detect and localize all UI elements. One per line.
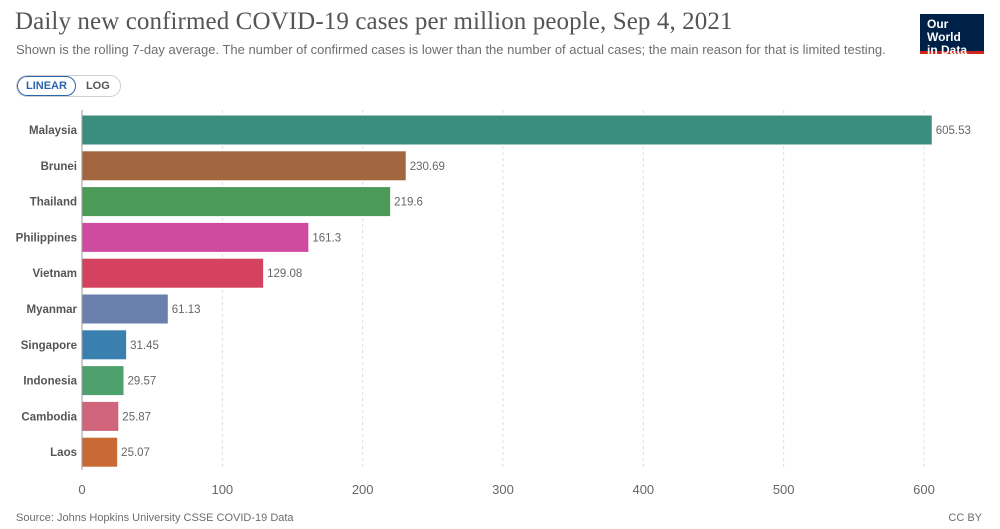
value-label: 129.08 (267, 268, 302, 280)
bar[interactable] (82, 222, 309, 252)
x-tick-label: 500 (773, 482, 795, 497)
bar[interactable] (82, 187, 391, 217)
bar[interactable] (82, 330, 127, 360)
logo-line-1: Our World (927, 17, 961, 44)
value-label: 61.13 (172, 304, 201, 316)
category-label: Cambodia (21, 411, 77, 423)
owid-logo[interactable]: Our World in Data (920, 14, 984, 57)
source-note[interactable]: Source: Johns Hopkins University CSSE CO… (16, 512, 294, 524)
x-tick-label: 300 (492, 482, 514, 497)
x-tick-label: 200 (352, 482, 374, 497)
bar[interactable] (82, 401, 119, 431)
bar[interactable] (82, 294, 168, 324)
category-label: Vietnam (32, 268, 77, 280)
value-label: 230.69 (410, 161, 445, 173)
x-axis: 0 100 200 300 400 500 600 (78, 110, 935, 497)
category-label: Philippines (16, 232, 77, 244)
scale-toggle: LINEAR LOG (16, 75, 121, 97)
bars: Malaysia 605.53 Brunei 230.69 Thailand 219.6 P… (16, 115, 971, 467)
x-tick-label: 100 (211, 482, 233, 497)
chart-title: Daily new confirmed COVID-19 cases per m… (15, 8, 733, 35)
logo-line-2: in Data (927, 43, 968, 57)
category-label: Brunei (41, 161, 77, 173)
value-label: 605.53 (936, 125, 971, 137)
value-label: 31.45 (130, 340, 159, 352)
bar[interactable] (82, 366, 124, 396)
chart-subtitle: Shown is the rolling 7-day average. The … (16, 42, 886, 57)
log-scale-button[interactable]: LOG (85, 80, 110, 92)
category-label: Indonesia (23, 376, 77, 388)
category-label: Singapore (21, 340, 77, 352)
bar[interactable] (82, 437, 118, 467)
bar[interactable] (82, 115, 932, 145)
category-label: Malaysia (29, 125, 78, 137)
category-label: Myanmar (27, 304, 78, 316)
category-label: Laos (50, 447, 77, 459)
license-note[interactable]: CC BY (948, 512, 982, 524)
bar[interactable] (82, 258, 264, 288)
value-label: 25.07 (121, 447, 150, 459)
category-label: Thailand (30, 197, 77, 209)
bar[interactable] (82, 151, 406, 181)
value-label: 161.3 (312, 232, 341, 244)
value-label: 219.6 (394, 197, 423, 209)
value-label: 25.87 (122, 411, 151, 423)
x-tick-label: 600 (913, 482, 935, 497)
linear-scale-button[interactable]: LINEAR (17, 76, 76, 96)
x-tick-label: 400 (632, 482, 654, 497)
value-label: 29.57 (127, 376, 156, 388)
x-tick-label: 0 (78, 482, 85, 497)
